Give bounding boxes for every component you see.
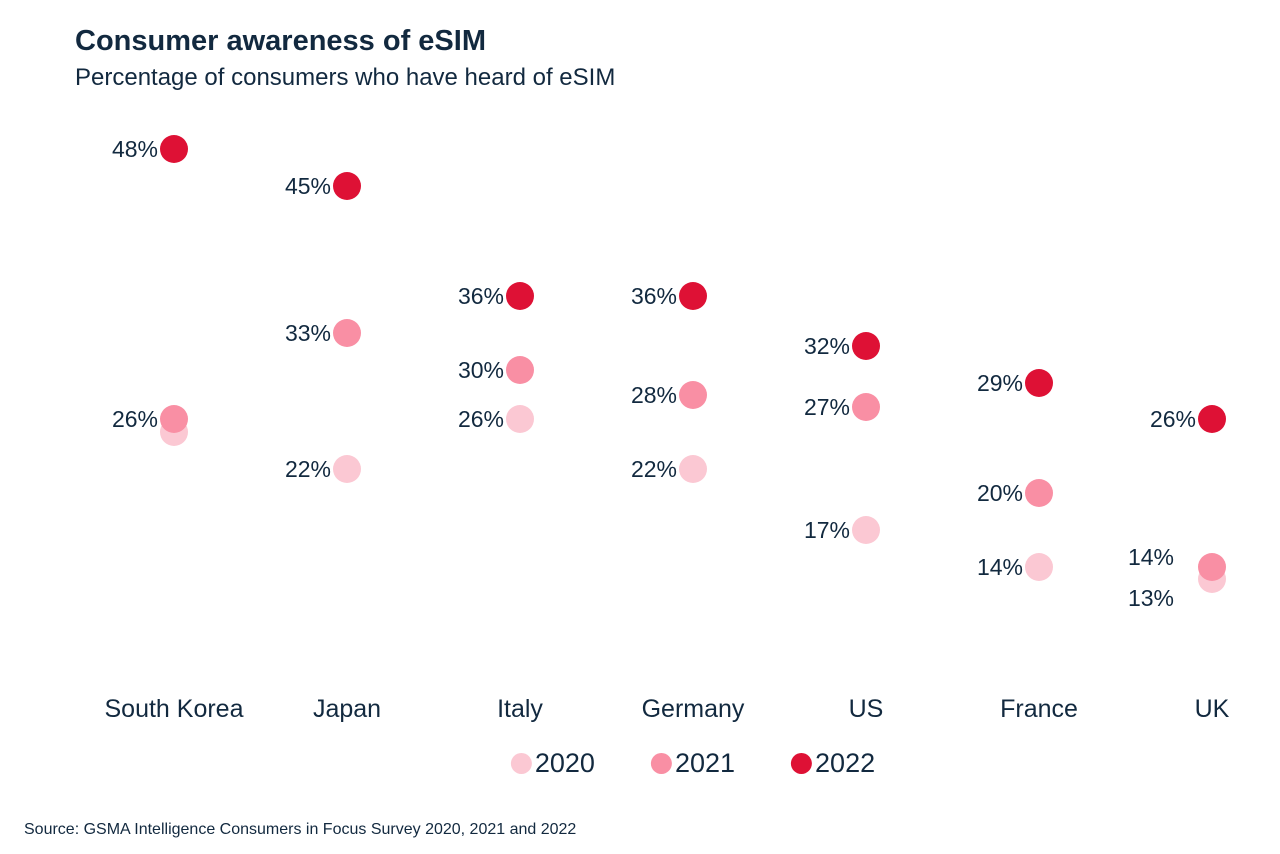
chart-title: Consumer awareness of eSIM: [75, 25, 486, 57]
dot-2021-us: [852, 393, 880, 422]
x-axis-label-south-korea: South Korea: [104, 695, 244, 723]
value-label-2020-france: 14%: [976, 553, 1023, 580]
legend-item-2020: 2020: [510, 748, 595, 779]
x-axis-label-us: US: [848, 695, 884, 723]
chart-header: Consumer awareness of eSIM Percentage of…: [75, 24, 615, 93]
legend-item-2021: 2021: [650, 748, 736, 779]
legend-dot-2022: [791, 753, 813, 774]
legend-label-2022: 2022: [815, 748, 876, 778]
dot-2022-japan: [333, 171, 361, 200]
value-label-2022-germany: 36%: [630, 283, 677, 310]
x-axis-label-japan: Japan: [312, 695, 382, 723]
value-label-2020-uk: 13%: [1127, 585, 1174, 612]
dot-2021-germany: [679, 380, 707, 409]
chart-subtitle: Percentage of consumers who have heard o…: [75, 64, 616, 91]
dot-2020-germany: [679, 454, 707, 483]
dot-2022-italy: [506, 282, 534, 311]
value-label-2021-us: 27%: [803, 394, 850, 421]
dot-2020-japan: [333, 454, 361, 483]
dot-2021-italy: [506, 356, 534, 385]
dot-2022-uk: [1198, 405, 1226, 434]
value-label-2021-italy: 30%: [457, 357, 504, 384]
value-label-2021-japan: 33%: [284, 320, 331, 347]
value-label-2022-japan: 45%: [284, 172, 331, 199]
dot-2022-germany: [679, 282, 707, 311]
value-label-2020-italy: 26%: [457, 406, 504, 433]
value-label-2021-south-korea: 26%: [111, 406, 158, 433]
legend-dot-2020: [510, 753, 532, 774]
value-label-2022-uk: 26%: [1149, 406, 1196, 433]
value-label-2021-germany: 28%: [630, 381, 677, 408]
x-axis-label-germany: Germany: [641, 695, 745, 723]
dot-2021-uk: [1198, 552, 1226, 581]
legend: 2020 2021 2022: [510, 748, 875, 779]
dot-2020-italy: [506, 405, 534, 434]
value-label-2022-south-korea: 48%: [111, 136, 158, 162]
source-note: Source: GSMA Intelligence Consumers in F…: [24, 821, 577, 838]
value-label-2020-us: 17%: [803, 516, 850, 543]
dot-2021-japan: [333, 319, 361, 348]
value-label-2022-italy: 36%: [457, 283, 504, 310]
dot-2020-france: [1025, 552, 1053, 581]
value-label-2020-germany: 22%: [630, 455, 677, 482]
dot-2022-us: [852, 331, 880, 360]
value-label-2022-us: 32%: [803, 332, 850, 359]
dot-2022-south-korea: [160, 135, 188, 163]
x-axis-label-italy: Italy: [497, 695, 543, 723]
value-label-2020-japan: 22%: [284, 455, 331, 482]
value-label-2021-france: 20%: [976, 480, 1023, 507]
legend-label-2021: 2021: [674, 748, 736, 778]
dot-2021-south-korea: [160, 405, 188, 434]
legend-label-2020: 2020: [534, 748, 595, 778]
value-label-2021-uk: 14%: [1127, 543, 1174, 570]
dot-2020-us: [852, 515, 880, 544]
value-label-2022-france: 29%: [976, 369, 1023, 396]
x-axis-label-france: France: [1000, 695, 1078, 723]
dot-2022-france: [1025, 368, 1053, 397]
dot-2021-france: [1025, 479, 1053, 508]
x-axis-label-uk: UK: [1194, 695, 1230, 723]
legend-item-2022: 2022: [791, 748, 875, 779]
legend-dot-2021: [650, 753, 672, 774]
